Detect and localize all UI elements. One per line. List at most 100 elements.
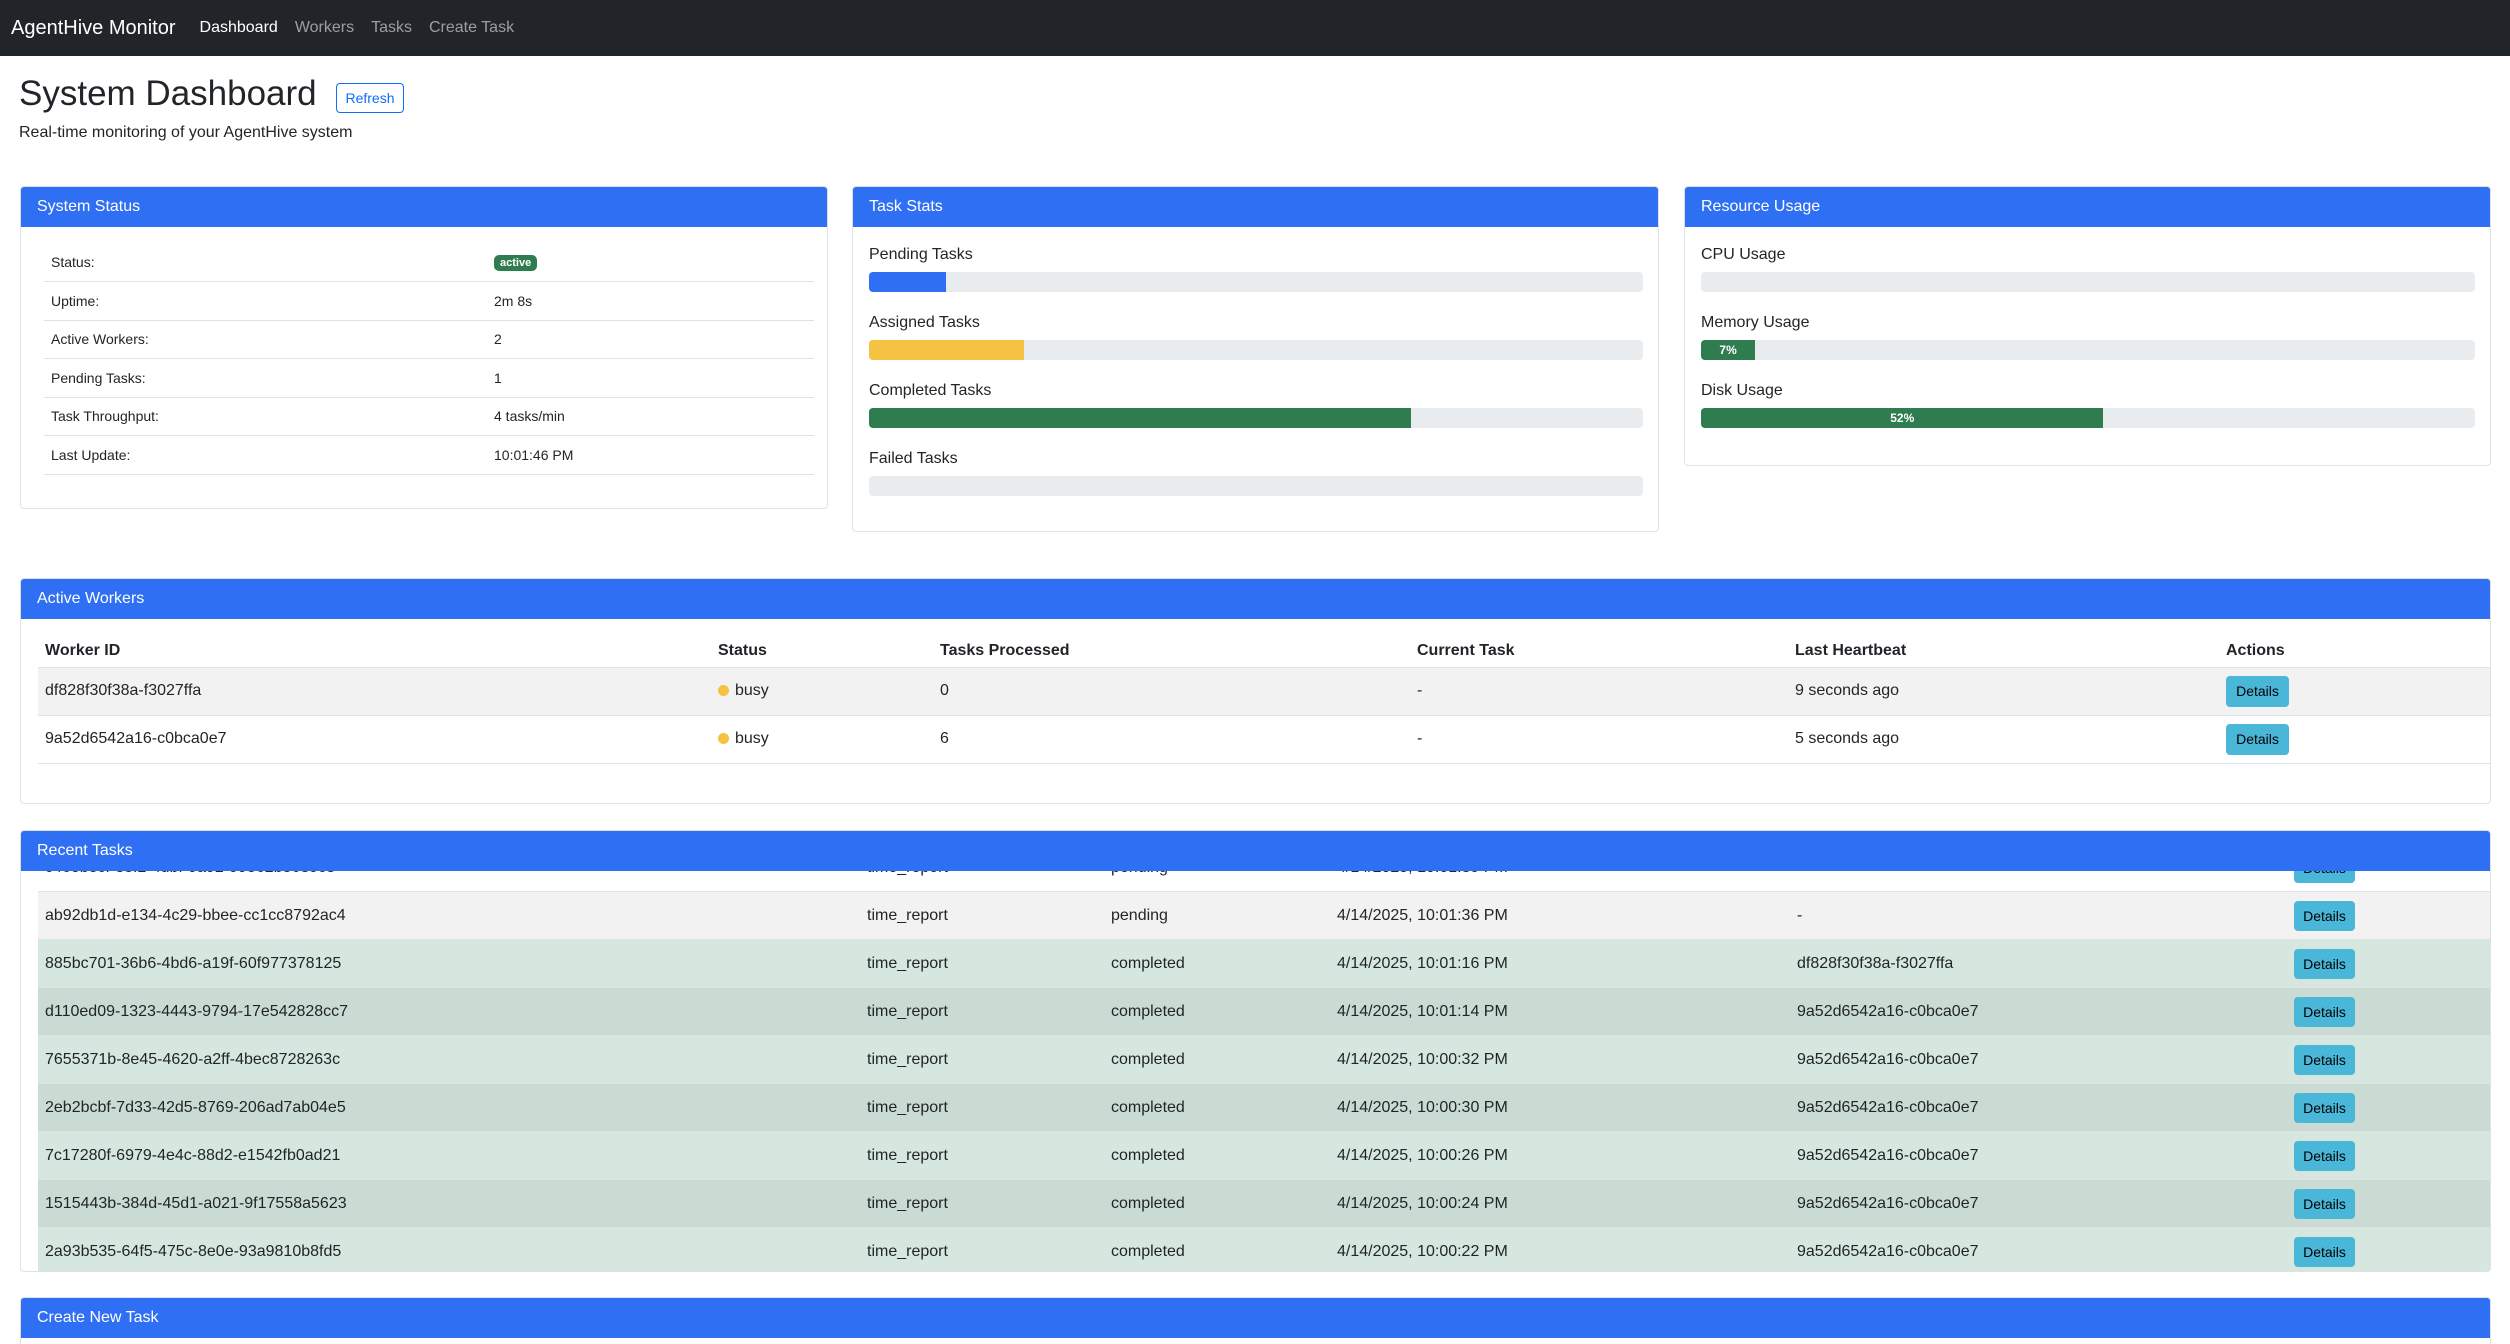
task-id: c46eb8cf-38f2-4dbf-9a92-99862b8639c3 <box>38 871 860 892</box>
failed-tasks-progress <box>869 476 1643 496</box>
pending-tasks-progress <box>869 272 1643 292</box>
task-details-button[interactable]: Details <box>2294 948 2355 979</box>
worker-status: busy <box>711 714 933 764</box>
create-task-header: Create New Task <box>21 1298 2490 1338</box>
col-header-status[interactable]: Status <box>718 641 767 659</box>
status-row-status: Status: active <box>44 243 814 282</box>
task-created-at: 4/14/2025, 10:00:26 PM <box>1330 1131 1790 1180</box>
recent-tasks-header: Recent Tasks <box>21 831 2490 871</box>
page-title: System Dashboard <box>19 74 317 113</box>
task-status: completed <box>1104 1179 1330 1228</box>
worker-status: busy <box>711 666 933 715</box>
assigned-tasks-stat-label: Assigned Tasks <box>869 314 980 331</box>
task-status: pending <box>1104 871 1330 892</box>
uptime-value: 2m 8s <box>487 281 814 321</box>
task-worker: 9a52d6542a16-c0bca0e7 <box>1790 1179 2287 1228</box>
status-row-pending-tasks: Pending Tasks: 1 <box>44 358 814 398</box>
nav-link-tasks[interactable]: Tasks <box>371 19 412 36</box>
disk-usage-label: Disk Usage <box>1701 382 1783 399</box>
task-worker: 9a52d6542a16-c0bca0e7 <box>1790 1035 2287 1084</box>
worker-actions: Details <box>2219 666 2490 715</box>
task-worker: - <box>1790 891 2287 940</box>
task-details-button[interactable]: Details <box>2294 1236 2355 1267</box>
worker-details-button[interactable]: Details <box>2226 723 2289 755</box>
status-row-active-workers: Active Workers: 2 <box>44 320 814 359</box>
worker-actions: Details <box>2219 714 2490 764</box>
pending-tasks-stat: Pending Tasks <box>869 246 1643 292</box>
status-row-throughput: Task Throughput: 4 tasks/min <box>44 397 814 436</box>
task-details-button[interactable]: Details <box>2294 1140 2355 1171</box>
memory-usage-progress-bar: 7% <box>1701 340 1756 360</box>
completed-tasks-progress-bar <box>869 408 1411 428</box>
active-workers-value: 2 <box>487 320 814 359</box>
task-worker: 9a52d6542a16-c0bca0e7 <box>1790 1227 2287 1271</box>
task-type: time_report <box>860 1035 1104 1084</box>
worker-tasks-processed: 0 <box>933 666 1410 715</box>
worker-tasks-processed: 6 <box>933 714 1410 764</box>
task-actions: Details <box>2287 987 2490 1036</box>
task-status: completed <box>1104 1227 1330 1271</box>
task-details-button[interactable]: Details <box>2294 1092 2355 1123</box>
task-actions: Details <box>2287 1179 2490 1228</box>
task-status: completed <box>1104 1083 1330 1132</box>
task-row: d110ed09-1323-4443-9794-17e542828cc7 tim… <box>38 987 2490 1036</box>
worker-last-heartbeat: 5 seconds ago <box>1788 714 2219 764</box>
failed-tasks-stat-label: Failed Tasks <box>869 450 958 467</box>
task-type: time_report <box>860 871 1104 892</box>
active-workers-label: Active Workers: <box>44 320 487 359</box>
col-header-worker-id[interactable]: Worker ID <box>45 641 121 659</box>
task-id: 7655371b-8e45-4620-a2ff-4bec8728263c <box>38 1035 860 1084</box>
worker-details-button[interactable]: Details <box>2226 675 2289 707</box>
worker-status-text: busy <box>735 682 769 699</box>
task-id: d110ed09-1323-4443-9794-17e542828cc7 <box>38 987 860 1036</box>
completed-tasks-stat: Completed Tasks <box>869 382 1643 428</box>
refresh-button[interactable]: Refresh <box>336 83 404 113</box>
pending-tasks-label: Pending Tasks: <box>44 358 487 398</box>
disk-usage-progress-bar: 52% <box>1701 408 2104 428</box>
nav-link-create-task[interactable]: Create Task <box>428 19 515 36</box>
task-row: c46eb8cf-38f2-4dbf-9a92-99862b8639c3 tim… <box>38 871 2490 892</box>
task-details-button[interactable]: Details <box>2294 1044 2355 1075</box>
col-header-last-heartbeat[interactable]: Last Heartbeat <box>1795 641 1907 659</box>
task-row: 885bc701-36b6-4bd6-a19f-60f977378125 tim… <box>38 939 2490 988</box>
task-worker: - <box>1790 871 2287 892</box>
task-row: 7c17280f-6979-4e4c-88d2-e1542fb0ad21 tim… <box>38 1131 2490 1180</box>
task-details-button[interactable]: Details <box>2294 1188 2355 1219</box>
task-row: ab92db1d-e134-4c29-bbee-cc1cc8792ac4 tim… <box>38 891 2490 940</box>
task-details-button[interactable]: Details <box>2294 871 2355 883</box>
page-subtitle: Real-time monitoring of your AgentHive s… <box>19 124 353 141</box>
task-status: completed <box>1104 939 1330 988</box>
task-type: time_report <box>860 1179 1104 1228</box>
busy-status-dot-icon <box>718 685 729 696</box>
task-status: completed <box>1104 1131 1330 1180</box>
task-row: 1515443b-384d-45d1-a021-9f17558a5623 tim… <box>38 1179 2490 1228</box>
col-header-current-task[interactable]: Current Task <box>1417 641 1515 659</box>
task-actions: Details <box>2287 1083 2490 1132</box>
task-worker: 9a52d6542a16-c0bca0e7 <box>1790 1083 2287 1132</box>
task-row: 2eb2bcbf-7d33-42d5-8769-206ad7ab04e5 tim… <box>38 1083 2490 1132</box>
cpu-usage-label: CPU Usage <box>1701 246 1786 263</box>
task-id: ab92db1d-e134-4c29-bbee-cc1cc8792ac4 <box>38 891 860 940</box>
task-id: 7c17280f-6979-4e4c-88d2-e1542fb0ad21 <box>38 1131 860 1180</box>
task-actions: Details <box>2287 871 2490 892</box>
worker-current-task: - <box>1410 666 1788 715</box>
task-type: time_report <box>860 1131 1104 1180</box>
top-navbar: AgentHive Monitor Dashboard Workers Task… <box>0 0 2510 56</box>
recent-tasks-scroll-area[interactable]: c46eb8cf-38f2-4dbf-9a92-99862b8639c3 tim… <box>21 871 2490 1271</box>
task-actions: Details <box>2287 1227 2490 1271</box>
workers-table: Worker ID Status Tasks Processed Current… <box>38 635 2490 764</box>
nav-link-workers[interactable]: Workers <box>294 19 355 36</box>
col-header-tasks-processed[interactable]: Tasks Processed <box>940 641 1070 659</box>
assigned-tasks-progress-bar <box>869 340 1024 360</box>
task-worker: df828f30f38a-f3027ffa <box>1790 939 2287 988</box>
nav-link-dashboard[interactable]: Dashboard <box>199 19 278 36</box>
throughput-value: 4 tasks/min <box>487 397 814 436</box>
task-type: time_report <box>860 1227 1104 1271</box>
task-created-at: 4/14/2025, 10:00:30 PM <box>1330 1083 1790 1132</box>
task-created-at: 4/14/2025, 10:01:16 PM <box>1330 939 1790 988</box>
brand-title[interactable]: AgentHive Monitor <box>11 16 176 39</box>
task-details-button[interactable]: Details <box>2294 900 2355 931</box>
task-details-button[interactable]: Details <box>2294 996 2355 1027</box>
task-actions: Details <box>2287 939 2490 988</box>
recent-tasks-table: c46eb8cf-38f2-4dbf-9a92-99862b8639c3 tim… <box>38 871 2490 1271</box>
